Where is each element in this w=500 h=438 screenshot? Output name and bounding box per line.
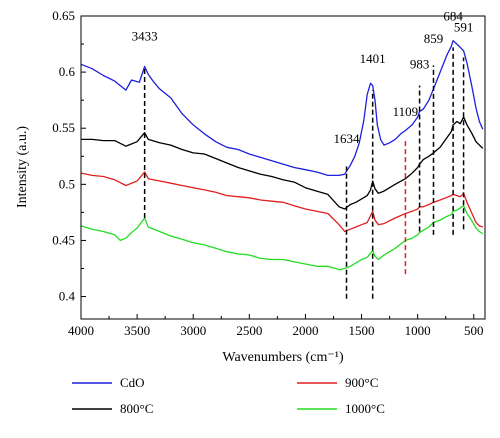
legend-label: CdO (120, 375, 145, 390)
series-line-1 (81, 116, 484, 210)
plot-frame (80, 15, 486, 320)
series-layer (80, 40, 484, 271)
peak-label-591: 591 (454, 20, 474, 35)
peak-label-983: 983 (410, 57, 430, 72)
peak-label-1401: 1401 (360, 51, 386, 66)
y-axis-title: Intensity (a.u.) (15, 126, 30, 208)
y-axis: 0.4 0.45 0.5 0.55 0.6 0.65 (52, 8, 86, 304)
series-line-2 (80, 171, 484, 233)
peak-label-859: 859 (424, 31, 444, 46)
y-tick-label: 0.5 (59, 176, 75, 191)
legend: CdO 900°C 800°C 1000°C (72, 375, 385, 416)
x-tick-label: 3000 (180, 323, 206, 338)
y-tick-label: 0.45 (52, 232, 75, 247)
peak-label-1109: 1109 (393, 104, 419, 119)
y-tick-label: 0.4 (59, 289, 76, 304)
peak-label-1634: 1634 (334, 131, 361, 146)
peak-label-3433: 3433 (132, 29, 158, 44)
x-tick-label: 3500 (124, 323, 150, 338)
legend-label: 1000°C (345, 401, 385, 416)
x-tick-label: 4000 (68, 323, 94, 338)
legend-label: 800°C (120, 401, 153, 416)
x-tick-label: 2000 (292, 323, 318, 338)
x-tick-label: 500 (464, 323, 484, 338)
y-tick-label: 0.6 (59, 64, 76, 79)
y-tick-label: 0.55 (52, 120, 75, 135)
x-tick-label: 2500 (236, 323, 262, 338)
y-tick-label: 0.65 (52, 8, 75, 23)
series-line-0 (80, 40, 484, 177)
x-axis-title: Wavenumbers (cm⁻¹) (222, 350, 344, 365)
x-tick-label: 1000 (405, 323, 431, 338)
x-axis: 4000 3500 3000 2500 2000 1500 1000 500 (68, 314, 484, 338)
legend-label: 900°C (345, 375, 378, 390)
x-tick-label: 1500 (349, 323, 375, 338)
series-line-3 (80, 205, 484, 271)
